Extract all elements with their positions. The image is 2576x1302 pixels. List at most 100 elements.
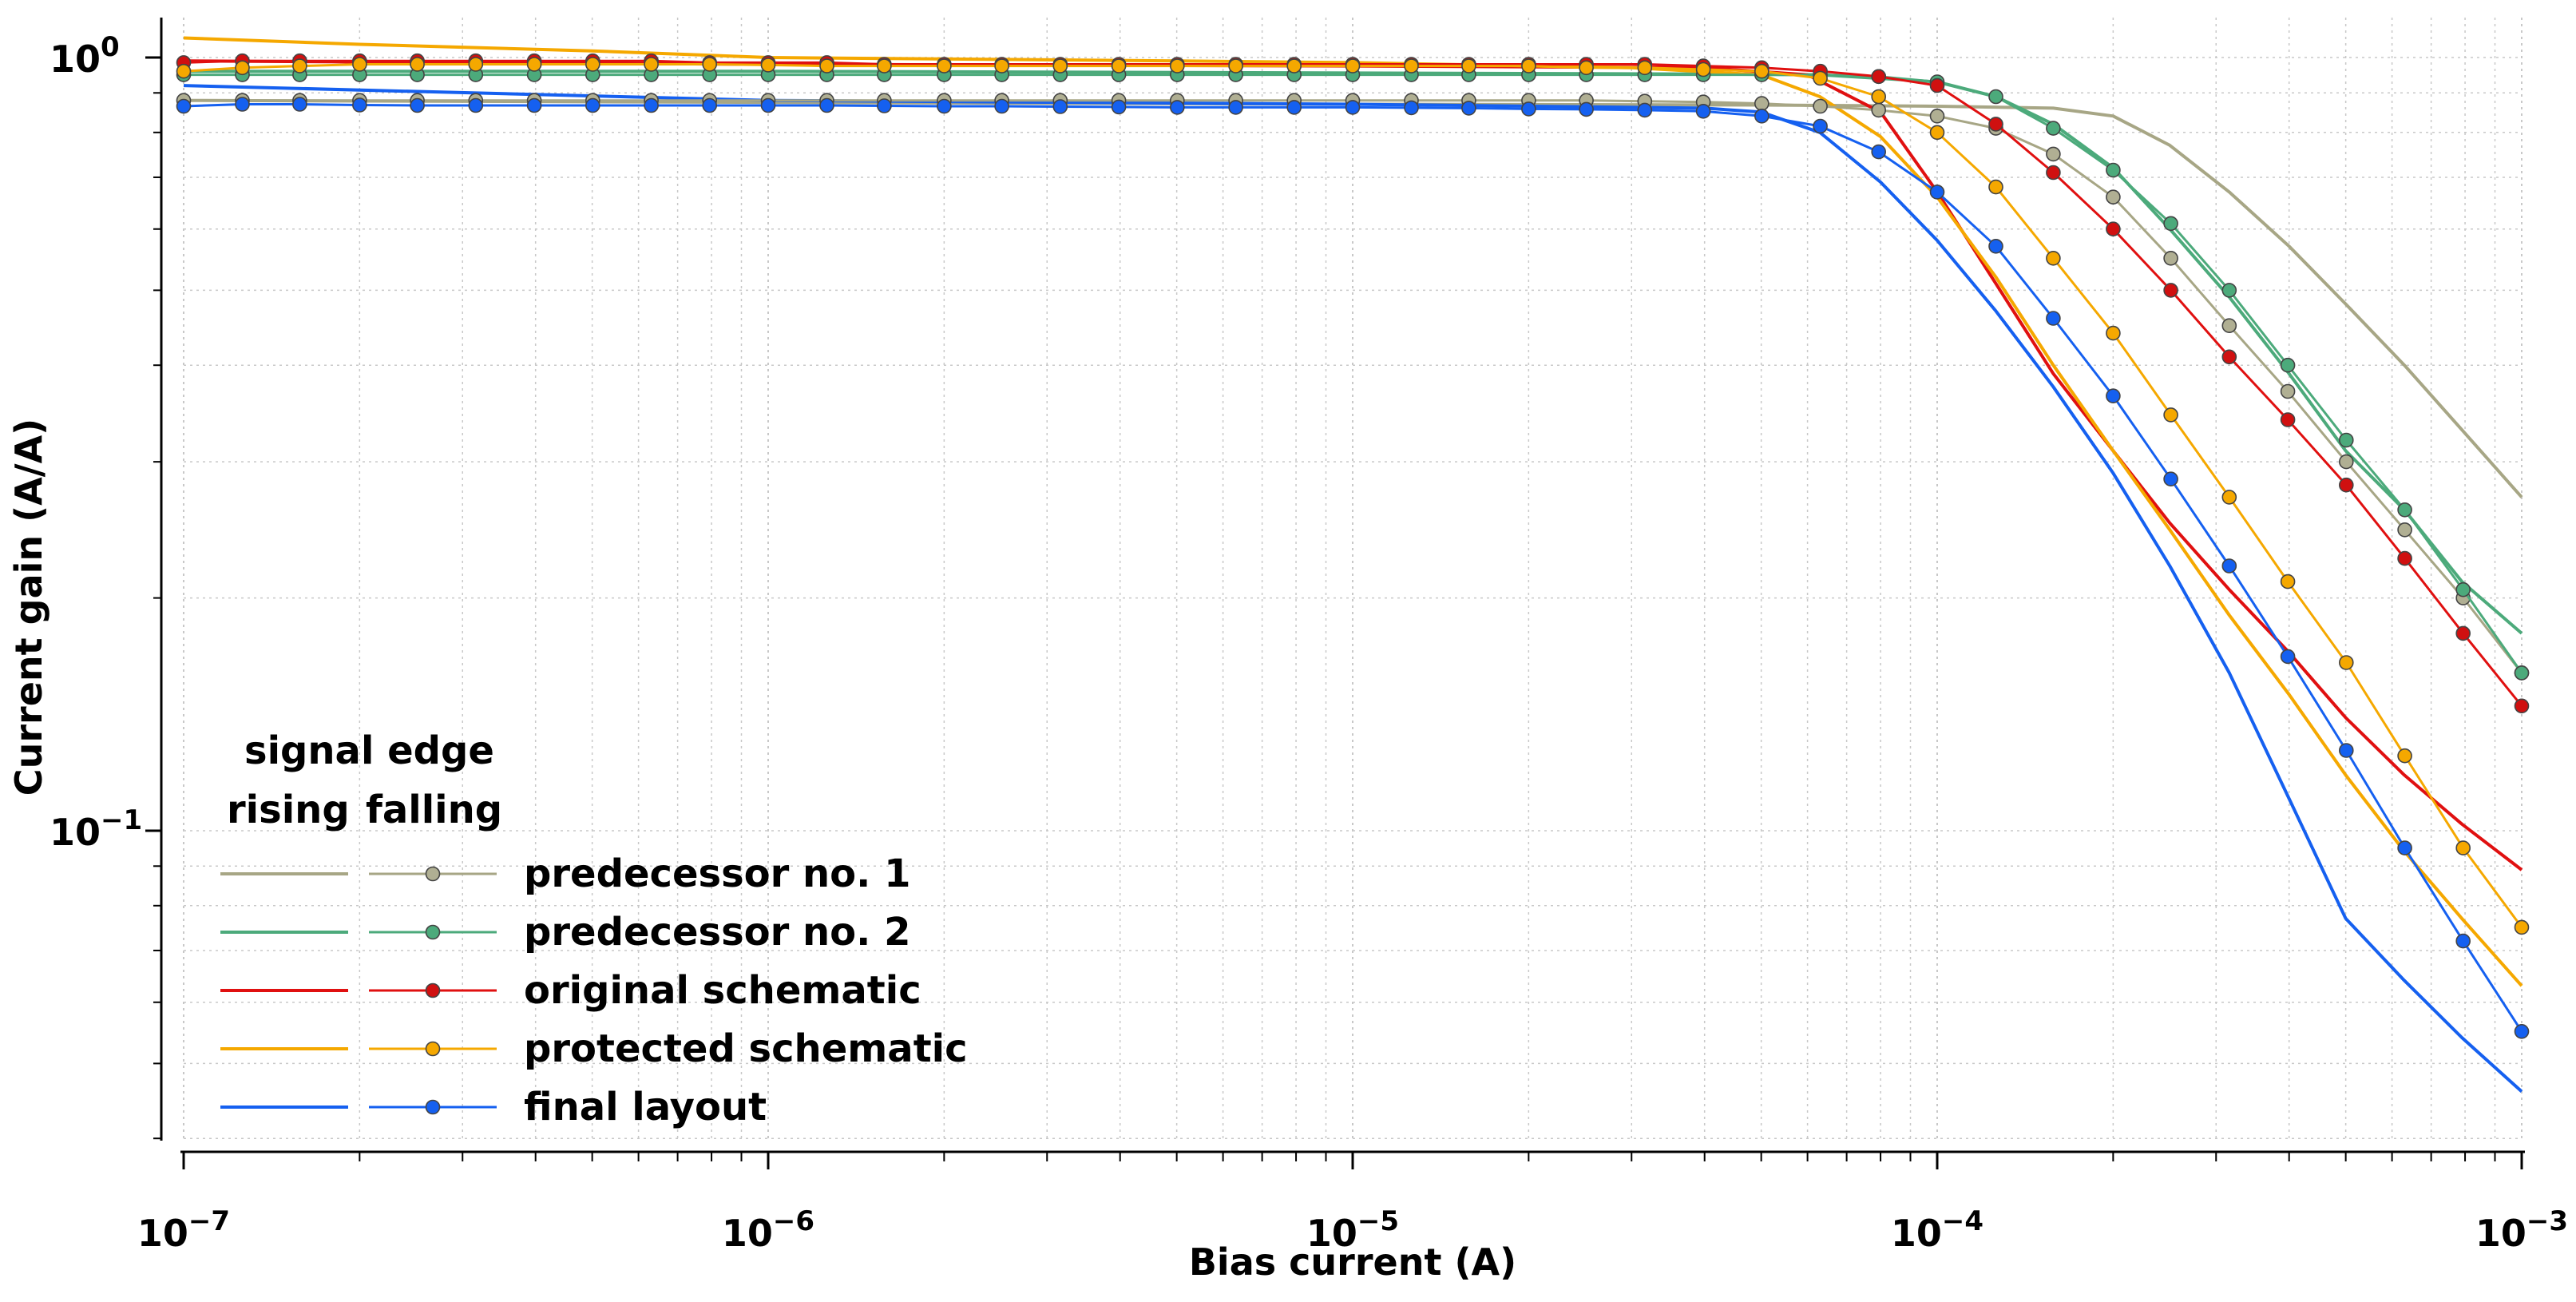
series-final-layout-falling-point (702, 97, 718, 113)
legend-header: signal edge (244, 728, 494, 773)
series-protected-schematic-falling-point (994, 58, 1009, 73)
legend-col-rising: rising (227, 788, 350, 832)
series-final-layout-falling-point (2514, 1024, 2530, 1039)
legend-protected-schematic-falling-marker (425, 1041, 441, 1057)
series-original-schematic-falling-point (1871, 69, 1886, 85)
series-original-schematic-falling-point (1929, 77, 1945, 93)
series-final-layout-falling-point (644, 97, 659, 113)
series-protected-schematic-falling-point (585, 57, 600, 72)
series-protected-schematic-falling-point (176, 63, 192, 79)
series-final-layout-falling-point (760, 97, 776, 113)
series-predecessor-no-2-falling-point (2455, 582, 2471, 597)
series-protected-schematic-falling-point (352, 57, 367, 72)
series-predecessor-no-1-falling-point (2280, 383, 2296, 399)
legend-final-layout-label: final layout (524, 1085, 767, 1129)
x-tick-base: 10 (2475, 1212, 2526, 1255)
series-final-layout-falling-point (937, 98, 952, 114)
series-predecessor-no-2-falling-point (2106, 162, 2121, 178)
series-final-layout-falling-point (352, 97, 367, 113)
series-final-layout-falling-point (2106, 388, 2121, 404)
series-layer (176, 36, 2530, 1093)
series-predecessor-no-2-falling-point (2221, 283, 2237, 298)
x-tick-base: 10 (1306, 1212, 1357, 1255)
series-protected-schematic-falling-point (410, 57, 425, 72)
series-protected-schematic-falling-point (1170, 58, 1185, 73)
series-protected-schematic-falling-point (2106, 325, 2121, 341)
legend-original-schematic-label: original schematic (524, 968, 921, 1013)
series-final-layout-falling-point (1988, 238, 2003, 254)
series-final-layout-falling-point (2397, 840, 2412, 855)
series-predecessor-no-1-falling-point (1871, 102, 1886, 118)
series-protected-schematic-falling-point (2397, 748, 2412, 764)
series-predecessor-no-2-falling-point (2046, 121, 2061, 136)
series-protected-schematic-falling-point (1871, 89, 1886, 105)
legend-col-falling: falling (366, 788, 502, 832)
series-original-schematic-falling-point (2455, 625, 2471, 641)
series-final-layout-falling-point (1052, 99, 1068, 114)
x-tick-exponent: −4 (1942, 1205, 1984, 1237)
series-original-schematic-falling-point (2106, 221, 2121, 237)
series-final-layout-falling-point (1170, 100, 1185, 115)
series-final-layout-falling-point (1813, 118, 1828, 134)
y-tick-base: 10 (50, 38, 101, 81)
series-protected-schematic-falling-point (1521, 58, 1536, 73)
x-tick-base: 10 (137, 1212, 188, 1255)
series-final-layout-falling-point (1754, 109, 1770, 124)
x-tick-label: 10−4 (1891, 1205, 1984, 1255)
series-protected-schematic-falling-point (760, 58, 776, 73)
y-tick-label: 100 (50, 31, 120, 81)
series-original-schematic-falling-point (2514, 698, 2530, 714)
legend-protected-schematic-label: protected schematic (524, 1026, 968, 1071)
series-final-layout-falling-point (1286, 100, 1302, 115)
series-final-layout-falling-point (1695, 104, 1711, 119)
legend-original-schematic-falling-marker (425, 982, 441, 998)
series-final-layout-falling-point (1111, 99, 1127, 115)
y-tick-base: 10 (50, 811, 101, 854)
series-predecessor-no-1-falling-point (2221, 318, 2237, 334)
legend: signal edge rising falling predecessor no. … (220, 728, 968, 1129)
series-protected-schematic-falling-point (1637, 60, 1653, 76)
series-protected-schematic-falling-point (468, 57, 484, 72)
series-predecessor-no-1-falling-point (2339, 454, 2354, 470)
series-final-layout-falling-point (292, 97, 307, 112)
series-predecessor-no-2-falling-point (1988, 89, 2003, 105)
series-final-layout-falling-point (877, 98, 892, 113)
series-final-layout-falling-point (2280, 649, 2296, 665)
series-protected-schematic-falling-point (1286, 58, 1302, 73)
series-protected-schematic-falling-point (2455, 840, 2471, 855)
legend-predecessor-no-1-label: predecessor no. 1 (524, 851, 911, 896)
series-protected-schematic-falling-point (1111, 58, 1127, 73)
series-original-schematic-falling-point (2163, 283, 2178, 298)
grid-layer (183, 18, 2522, 1141)
series-protected-schematic-falling-point (1345, 58, 1361, 73)
legend-final-layout-falling-marker (425, 1099, 441, 1115)
x-tick-label: 10−7 (137, 1205, 230, 1255)
y-axis-title: Current gain (A/A) (7, 419, 50, 796)
series-original-schematic-falling-point (1988, 117, 2003, 132)
series-final-layout-falling-point (235, 97, 250, 112)
series-final-layout-falling-point (1345, 100, 1361, 115)
series-original-schematic-falling-point (2397, 550, 2412, 566)
series-protected-schematic-falling-point (526, 57, 542, 72)
series-final-layout-falling-point (2163, 471, 2178, 487)
series-predecessor-no-2-falling-point (2339, 432, 2354, 448)
series-final-layout-falling-point (1871, 144, 1886, 160)
series-predecessor-no-1-falling-point (1754, 96, 1770, 111)
series-predecessor-no-2-falling-point (2280, 357, 2296, 373)
x-tick-label: 10−6 (722, 1205, 814, 1255)
x-tick-label: 10−5 (1306, 1205, 1399, 1255)
x-tick-exponent: −6 (773, 1205, 814, 1237)
series-protected-schematic-falling-point (2514, 919, 2530, 935)
series-predecessor-no-2-falling-point (2397, 502, 2412, 518)
series-protected-schematic-falling-point (1988, 179, 2003, 195)
series-final-layout-falling-point (1404, 100, 1419, 116)
series-final-layout-falling-point (2339, 743, 2354, 758)
y-tick-exponent: 0 (101, 31, 120, 63)
series-final-layout-falling-point (1461, 101, 1476, 116)
y-tick-exponent: −1 (101, 804, 142, 836)
series-protected-schematic-falling-point (1579, 60, 1594, 76)
series-final-layout-falling-point (526, 97, 542, 113)
legend-predecessor-no-1-falling-marker (425, 866, 441, 882)
series-original-schematic-falling-point (2221, 349, 2237, 365)
